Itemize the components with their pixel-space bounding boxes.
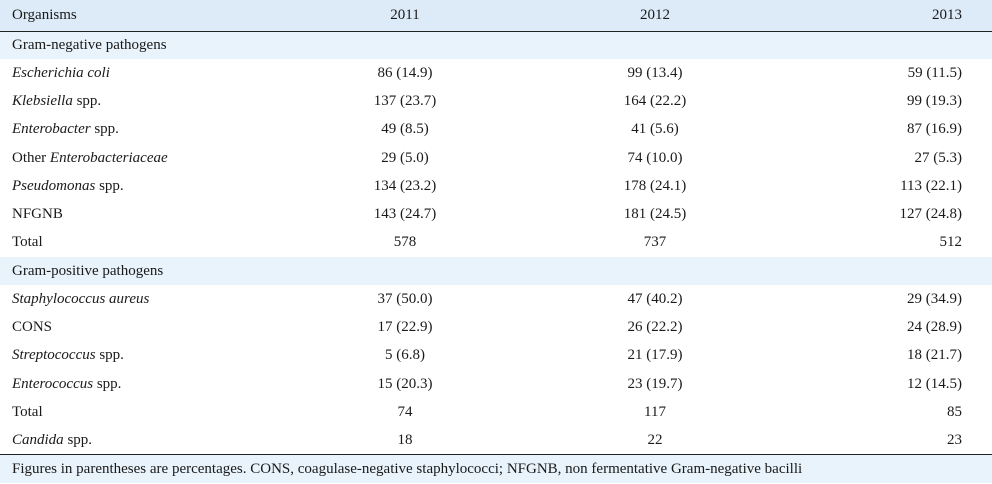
organism-name-suffix: spp.	[72, 92, 102, 109]
organism-name: CONS	[0, 313, 280, 341]
header-year-2012: 2012	[530, 0, 780, 32]
value-2011: 37 (50.0)	[377, 290, 433, 307]
value-2013: 27 (5.3)	[914, 149, 963, 166]
organism-name: Pseudomonas spp.	[0, 172, 280, 200]
value-2012: 22	[647, 431, 663, 448]
organism-name-suffix: spp.	[63, 431, 93, 448]
value-2013: 23	[947, 431, 962, 448]
organism-name: Total	[0, 398, 280, 426]
section-title: Gram-negative pathogens	[12, 36, 167, 53]
value-2011: 86 (14.9)	[377, 64, 433, 81]
table-row: CONS 17 (22.9) 26 (22.2) 24 (28.9)	[0, 313, 992, 341]
table-body: Gram-negative pathogens Escherichia coli 8…	[0, 31, 992, 483]
organism-name: Klebsiella spp.	[0, 87, 280, 115]
organism-name-italic: Streptococcus	[12, 347, 96, 364]
table-row: Pseudomonas spp. 134 (23.2) 178 (24.1) 113 …	[0, 172, 992, 200]
value-2011: 17 (22.9)	[377, 319, 433, 336]
table-row: Streptococcus spp. 5 (6.8) 21 (17.9) 18 (21…	[0, 342, 992, 370]
organism-name: Other Enterobacteriaceae	[0, 144, 280, 172]
organism-name-plain: Total	[12, 403, 43, 420]
value-2013: 85	[947, 403, 962, 420]
organism-name-suffix: spp.	[93, 375, 122, 392]
table-row: Total 578 737 512	[0, 229, 992, 257]
value-2012: 164 (22.2)	[623, 92, 687, 109]
value-2011: 49 (8.5)	[381, 121, 429, 138]
value-2011: 5 (6.8)	[385, 347, 425, 364]
organism-name-italic: Staphylococcus aureus	[12, 290, 150, 307]
value-2011: 143 (24.7)	[373, 206, 437, 223]
organism-name-italic: Enterobacter	[12, 121, 91, 138]
organism-name-italic: Klebsiella	[12, 92, 73, 109]
table-row: Total 74 117 85	[0, 398, 992, 426]
header-organisms: Organisms	[0, 0, 280, 32]
organism-name-italic: Enterococcus	[12, 375, 94, 392]
value-2013: 59 (11.5)	[907, 64, 962, 81]
table-row: NFGNB 143 (24.7) 181 (24.5) 127 (24.8)	[0, 200, 992, 228]
section-title: Gram-positive pathogens	[12, 262, 164, 279]
organism-name: Total	[0, 229, 280, 257]
value-2013: 24 (28.9)	[907, 319, 962, 336]
organism-name-italic: Candida	[12, 431, 64, 448]
header-year-2011: 2011	[280, 0, 530, 32]
table-row: Enterococcus spp. 15 (20.3) 23 (19.7) 12 (1…	[0, 370, 992, 398]
value-2011: 15 (20.3)	[377, 375, 433, 392]
value-2011: 18	[397, 431, 413, 448]
table-row: Enterobacter spp. 49 (8.5) 41 (5.6) 87 (16.…	[0, 116, 992, 144]
organism-name: Enterobacter spp.	[0, 116, 280, 144]
organism-name: Streptococcus spp.	[0, 342, 280, 370]
value-2013: 18 (21.7)	[907, 347, 962, 364]
value-2013: 29 (34.9)	[907, 290, 962, 307]
organism-name-italic: Enterobacteriaceae	[49, 149, 168, 166]
organism-name: Staphylococcus aureus	[0, 285, 280, 313]
organism-name-suffix: spp.	[90, 121, 119, 138]
value-2012: 23 (19.7)	[627, 375, 683, 392]
value-2011: 74	[397, 403, 413, 420]
value-2012: 737	[643, 234, 667, 251]
section-header-row: Gram-positive pathogens	[0, 257, 992, 286]
value-2012: 26 (22.2)	[627, 319, 683, 336]
organism-name: Enterococcus spp.	[0, 370, 280, 398]
organism-name-plain: CONS	[12, 319, 53, 336]
footnote-row: Figures in parentheses are percentages. …	[0, 454, 992, 483]
value-2011: 29 (5.0)	[381, 149, 429, 166]
organism-name-italic: Escherichia coli	[12, 64, 110, 81]
organism-name: NFGNB	[0, 200, 280, 228]
value-2011: 578	[393, 234, 417, 251]
value-2013: 87 (16.9)	[907, 121, 962, 138]
organism-name-plain: Other	[12, 149, 50, 166]
table-row: Klebsiella spp. 137 (23.7) 164 (22.2) 99 (1…	[0, 87, 992, 115]
table-row: Candida spp. 18 22 23	[0, 427, 992, 455]
table-row: Escherichia coli 86 (14.9) 99 (13.4) 59 (11…	[0, 59, 992, 87]
table-row: Other Enterobacteriaceae 29 (5.0) 74 (10.0…	[0, 144, 992, 172]
table-row: Staphylococcus aureus 37 (50.0) 47 (40.2) 2…	[0, 285, 992, 313]
organism-name-suffix: spp.	[95, 177, 124, 194]
value-2013: 113 (22.1)	[900, 177, 962, 194]
section-header-row: Gram-negative pathogens	[0, 31, 992, 59]
value-2012: 99 (13.4)	[627, 64, 683, 81]
value-2013: 99 (19.3)	[907, 92, 962, 109]
organism-name: Candida spp.	[0, 427, 280, 455]
value-2012: 181 (24.5)	[623, 206, 687, 223]
value-2012: 117	[644, 403, 666, 420]
organism-name-plain: Total	[12, 234, 43, 251]
value-2011: 137 (23.7)	[373, 92, 437, 109]
organism-name-suffix: spp.	[95, 347, 124, 364]
organism-name-plain: NFGNB	[12, 206, 63, 223]
value-2013: 12 (14.5)	[907, 375, 962, 392]
value-2012: 74 (10.0)	[627, 149, 683, 166]
value-2012: 21 (17.9)	[627, 347, 683, 364]
value-2012: 47 (40.2)	[627, 290, 683, 307]
value-2012: 41 (5.6)	[631, 121, 679, 138]
table-header-row: Organisms 2011 2012 2013	[0, 0, 992, 32]
value-2011: 134 (23.2)	[373, 177, 437, 194]
value-2013: 127 (24.8)	[899, 206, 963, 223]
value-2013: 512	[939, 234, 963, 251]
organism-name: Escherichia coli	[0, 59, 280, 87]
table-footnote: Figures in parentheses are percentages. …	[0, 454, 992, 483]
organism-name-italic: Pseudomonas	[12, 177, 96, 194]
header-year-2013: 2013	[780, 0, 992, 32]
value-2012: 178 (24.1)	[623, 177, 687, 194]
